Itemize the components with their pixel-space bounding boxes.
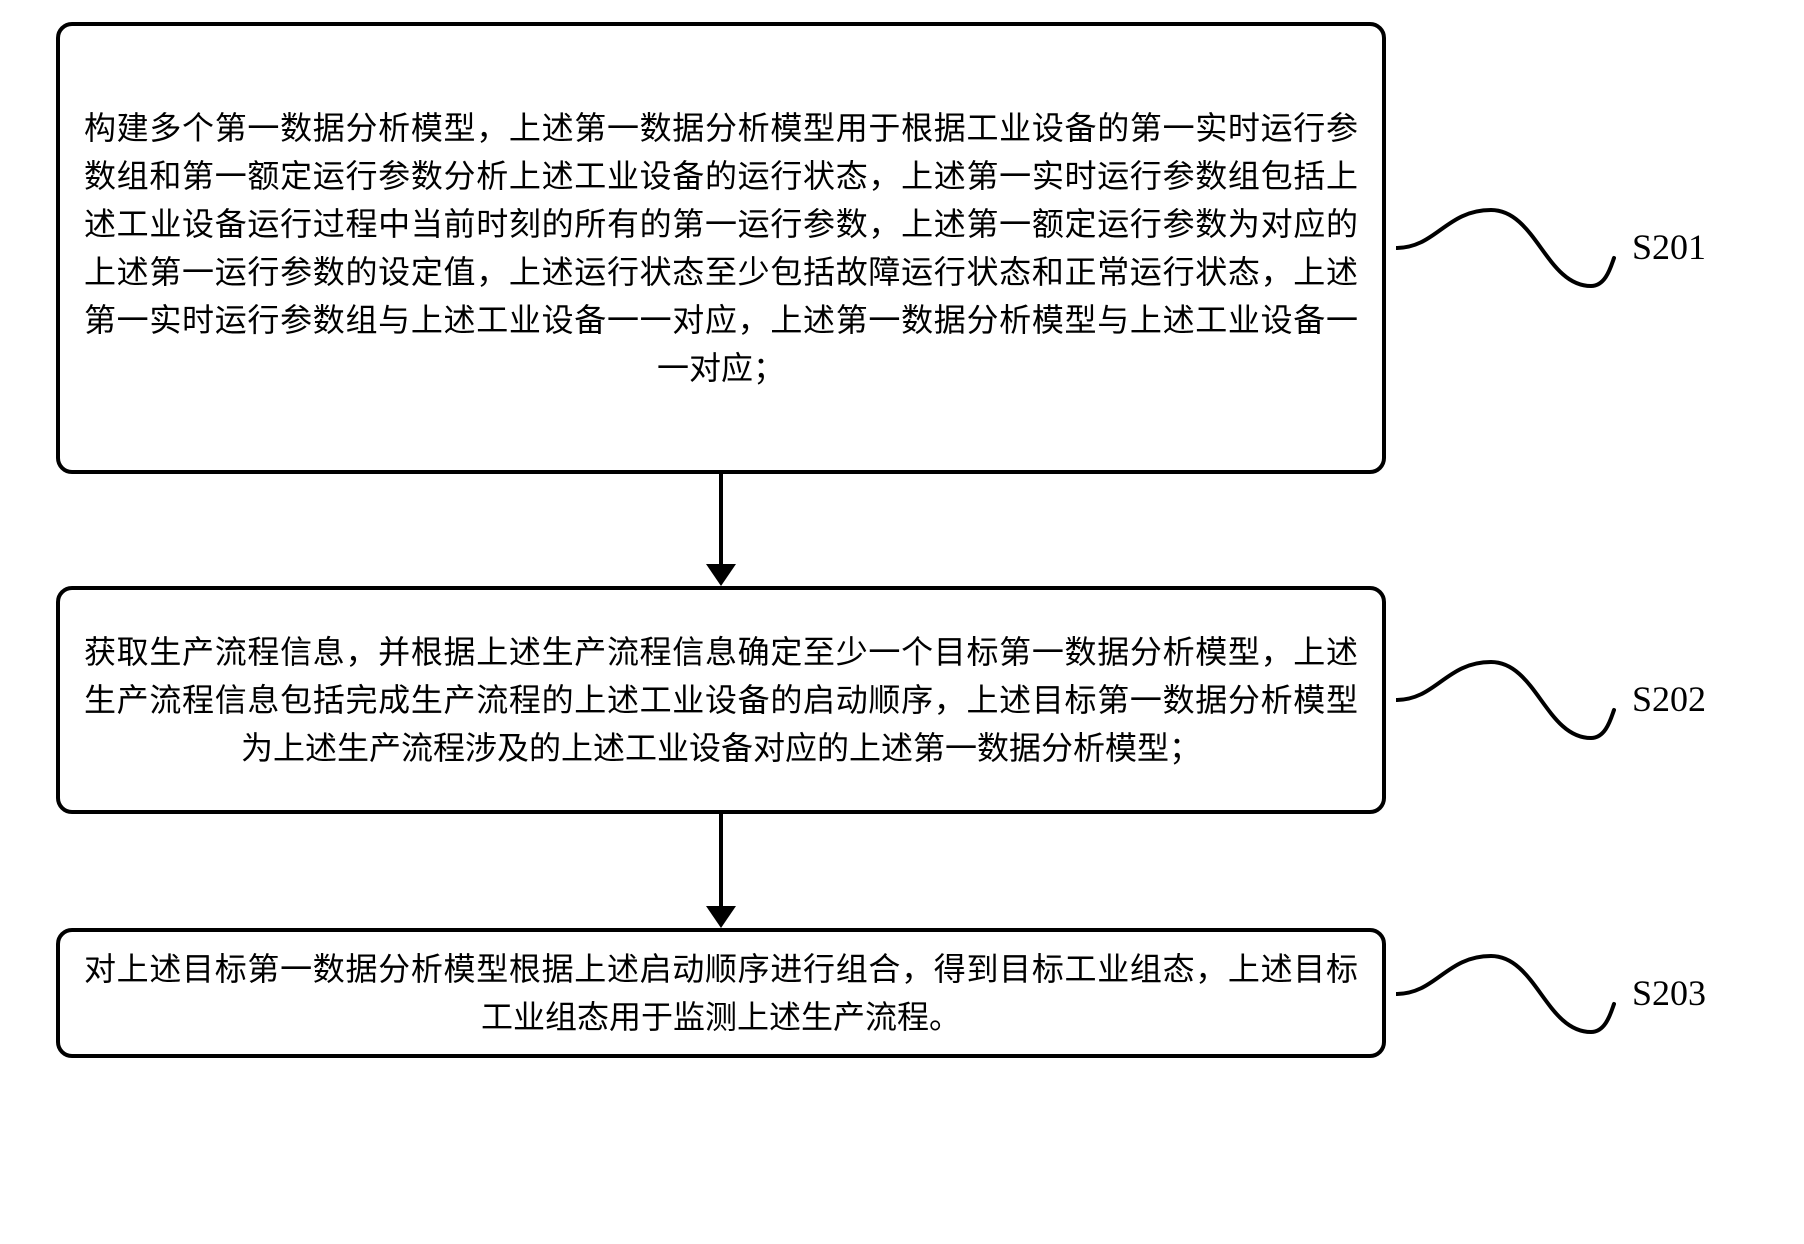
connector-arrow-icon [706, 564, 736, 586]
step-label-s202: S202 [1632, 678, 1706, 720]
connector-line [719, 814, 723, 906]
s-curve-connector [1396, 944, 1616, 1044]
flow-node-s203-text: 对上述目标第一数据分析模型根据上述启动顺序进行组合，得到目标工业组态，上述目标工… [84, 945, 1358, 1041]
s-curve-connector [1396, 650, 1616, 750]
flow-node-s202-text: 获取生产流程信息，并根据上述生产流程信息确定至少一个目标第一数据分析模型，上述生… [84, 628, 1358, 772]
step-label-s201: S201 [1632, 226, 1706, 268]
step-label-s203: S203 [1632, 972, 1706, 1014]
s-curve-connector [1396, 198, 1616, 298]
connector-line [719, 474, 723, 564]
connector-arrow-icon [706, 906, 736, 928]
flow-node-s203: 对上述目标第一数据分析模型根据上述启动顺序进行组合，得到目标工业组态，上述目标工… [56, 928, 1386, 1058]
flowchart-container: 构建多个第一数据分析模型，上述第一数据分析模型用于根据工业设备的第一实时运行参数… [0, 0, 1804, 1244]
flow-node-s201-text: 构建多个第一数据分析模型，上述第一数据分析模型用于根据工业设备的第一实时运行参数… [84, 104, 1358, 392]
flow-node-s202: 获取生产流程信息，并根据上述生产流程信息确定至少一个目标第一数据分析模型，上述生… [56, 586, 1386, 814]
flow-node-s201: 构建多个第一数据分析模型，上述第一数据分析模型用于根据工业设备的第一实时运行参数… [56, 22, 1386, 474]
